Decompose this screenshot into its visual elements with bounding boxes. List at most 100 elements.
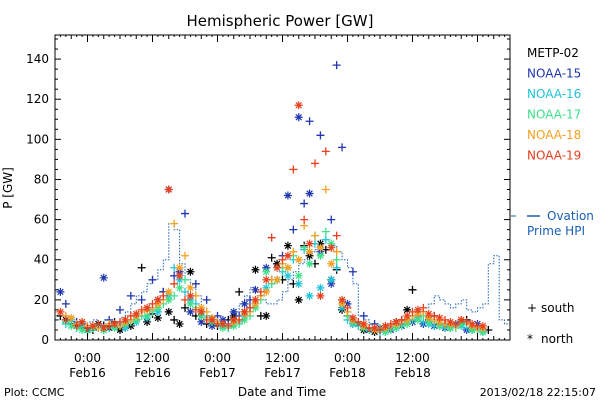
point-metp-02-north-21 — [294, 295, 303, 304]
point-noaa-16-north-21 — [294, 279, 303, 288]
point-metp-02-north-5 — [116, 325, 124, 334]
point-noaa-19-north-1 — [78, 317, 87, 326]
point-noaa-17-north-15 — [229, 321, 238, 330]
point-noaa-19-north-17 — [251, 295, 260, 304]
point-metp-02-north-10 — [175, 319, 184, 328]
point-noaa-19-south-18 — [256, 287, 265, 296]
point-metp-02-north-23 — [316, 239, 325, 248]
y-axis-label: P [GW] — [1, 167, 15, 209]
point-noaa-19-north-23 — [316, 291, 325, 300]
point-noaa-17-north-22 — [305, 259, 314, 268]
point-noaa-15-north-23 — [327, 279, 336, 288]
point-metp-02-north-22 — [305, 251, 314, 260]
point-metp-02-south-12 — [181, 303, 189, 312]
marker-legend: + south * north — [527, 301, 575, 346]
x-tick-time-label: 0:00 — [334, 351, 361, 365]
x-axis-label: Date and Time — [238, 385, 326, 399]
point-metp-02-north-31 — [403, 305, 412, 314]
point-noaa-15-south-27 — [338, 143, 347, 152]
point-noaa-17-north-29 — [381, 327, 390, 336]
point-noaa-15-north-12 — [208, 321, 217, 330]
point-metp-02-north-17 — [251, 265, 260, 274]
point-metp-02-north-15 — [229, 311, 238, 320]
point-noaa-17-north-38 — [478, 327, 487, 336]
point-noaa-15-north-20 — [294, 113, 303, 122]
point-noaa-19-north-15 — [229, 315, 238, 324]
legend-entry-noaa-18: NOAA-18 — [527, 128, 581, 142]
x-tick-date-label: Feb16 — [134, 366, 171, 380]
point-noaa-19-north-13 — [208, 315, 217, 324]
x-tick-time-label: 0:00 — [204, 351, 231, 365]
point-noaa-15-south-26 — [332, 61, 341, 70]
chart-title: Hemispheric Power [GW] — [187, 12, 374, 30]
point-noaa-18-north-10 — [175, 263, 184, 272]
point-noaa-15-north-13 — [218, 315, 227, 324]
point-noaa-19-south-17 — [246, 303, 254, 312]
y-tick-label: 40 — [34, 253, 49, 267]
point-noaa-19-north-9 — [164, 185, 173, 194]
point-noaa-17-north-37 — [468, 325, 477, 334]
point-noaa-17-north-1 — [78, 325, 87, 334]
point-noaa-19-north-24 — [327, 243, 336, 252]
point-noaa-15-north-22 — [316, 247, 325, 256]
point-noaa-18-north-34 — [435, 317, 444, 326]
point-noaa-18-south-24 — [321, 185, 330, 194]
point-noaa-16-south-25 — [332, 263, 341, 272]
legend-entry-noaa-17: NOAA-17 — [527, 108, 581, 122]
ovation-legend: Ovation Prime HPI — [511, 209, 594, 238]
point-noaa-17-north-30 — [392, 323, 401, 332]
point-noaa-15-south-29 — [359, 311, 368, 320]
point-metp-02-north-18 — [262, 311, 271, 320]
point-noaa-19-north-38 — [478, 321, 487, 330]
point-noaa-16-north-1 — [78, 321, 87, 330]
point-noaa-19-north-20 — [283, 251, 292, 260]
point-noaa-17-south-22 — [300, 243, 309, 252]
x-tick-date-label: Feb17 — [199, 366, 236, 380]
point-metp-02-south-20 — [267, 253, 276, 262]
point-noaa-16-north-22 — [305, 291, 314, 300]
point-noaa-18-north-11 — [186, 283, 195, 292]
point-noaa-15-north-9 — [175, 267, 184, 276]
x-tick-date-label: Feb18 — [329, 366, 366, 380]
point-noaa-19-south-25 — [332, 231, 341, 240]
point-noaa-17-north-7 — [143, 311, 152, 320]
point-noaa-18-north-8 — [153, 299, 162, 308]
point-noaa-19-south-11 — [181, 295, 189, 304]
y-tick-label: 20 — [34, 293, 49, 307]
point-metp-02-north-7 — [143, 317, 152, 326]
point-noaa-16-north-23 — [316, 283, 325, 292]
point-noaa-15-south-6 — [126, 291, 135, 300]
point-noaa-19-north-25 — [338, 295, 347, 304]
point-noaa-19-north-21 — [294, 101, 303, 110]
point-noaa-19-north-0 — [56, 307, 65, 316]
point-metp-02-south-17 — [235, 287, 244, 296]
point-noaa-19-north-36 — [457, 315, 466, 324]
point-noaa-19-north-35 — [446, 317, 455, 326]
point-noaa-18-south-21 — [289, 247, 298, 256]
point-noaa-17-north-10 — [175, 283, 184, 292]
point-noaa-19-north-8 — [153, 295, 162, 304]
point-noaa-16-north-9 — [164, 291, 173, 300]
point-noaa-19-south-23 — [311, 159, 319, 168]
point-noaa-18-north-19 — [273, 275, 282, 284]
point-noaa-18-north-31 — [403, 315, 412, 324]
point-noaa-18-north-9 — [164, 287, 173, 296]
point-noaa-16-south-24 — [321, 235, 330, 244]
point-noaa-19-north-12 — [197, 307, 206, 316]
ovation-legend-label-1: Ovation — [547, 209, 594, 223]
point-noaa-19-north-22 — [305, 239, 314, 248]
point-noaa-15-south-12 — [191, 279, 200, 288]
point-noaa-15-south-23 — [305, 117, 314, 126]
point-noaa-19-north-11 — [186, 291, 195, 300]
data-points — [56, 61, 493, 336]
point-metp-02-north-19 — [273, 259, 282, 268]
point-noaa-15-north-16 — [251, 285, 260, 294]
point-noaa-19-south-20 — [278, 255, 287, 264]
y-tick-label: 0 — [41, 333, 49, 347]
legend-entry-noaa-19: NOAA-19 — [527, 149, 581, 163]
point-noaa-15-north-10 — [186, 307, 195, 316]
point-metp-02-north-11 — [186, 267, 195, 276]
point-noaa-17-south-10 — [170, 291, 179, 300]
legend-entry-noaa-15: NOAA-15 — [527, 67, 581, 81]
